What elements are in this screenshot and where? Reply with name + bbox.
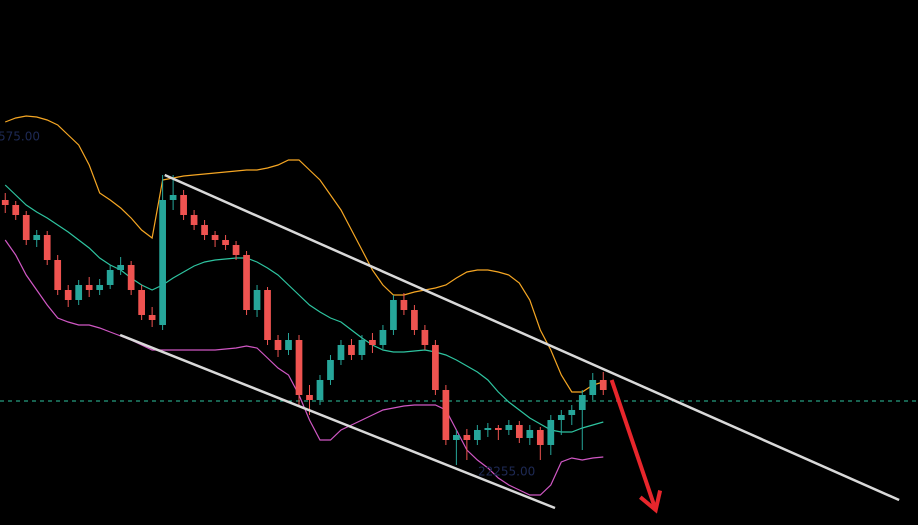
candle-body bbox=[411, 310, 418, 330]
candle-body bbox=[599, 380, 607, 390]
candle-body bbox=[316, 380, 324, 400]
candle-body bbox=[43, 235, 51, 260]
candle-body bbox=[1, 200, 9, 205]
candle-body bbox=[432, 345, 439, 390]
candle-body bbox=[453, 435, 460, 440]
candle-body bbox=[159, 200, 166, 325]
candle-body bbox=[379, 330, 387, 345]
candle-body bbox=[64, 290, 72, 300]
band-line bbox=[4, 184, 604, 433]
candle-body bbox=[285, 340, 292, 350]
candle-body bbox=[22, 215, 30, 240]
candle-body bbox=[75, 285, 83, 300]
candle-body bbox=[253, 290, 261, 310]
candle-body bbox=[547, 420, 555, 445]
arrow-head bbox=[639, 490, 663, 514]
candle-body bbox=[264, 290, 271, 340]
candle-body bbox=[180, 195, 187, 215]
candle-body bbox=[148, 315, 156, 320]
candle-body bbox=[337, 345, 345, 360]
band-line bbox=[4, 115, 604, 393]
candle-body bbox=[169, 195, 177, 200]
candle-body bbox=[243, 255, 250, 310]
candle-body bbox=[33, 235, 41, 240]
candle-body bbox=[369, 340, 376, 345]
candle-body bbox=[348, 345, 355, 355]
candle-body bbox=[463, 435, 471, 440]
candle-body bbox=[232, 245, 240, 255]
candle-body bbox=[474, 430, 481, 440]
candle-body bbox=[515, 425, 523, 438]
arrow-shaft bbox=[609, 379, 658, 511]
candle-body bbox=[190, 215, 198, 225]
candle-body bbox=[400, 300, 408, 310]
price-label: 575.00 bbox=[0, 130, 40, 144]
candle-body bbox=[274, 340, 282, 350]
candle-body bbox=[117, 265, 125, 270]
candle-body bbox=[201, 225, 208, 235]
candle-body bbox=[211, 235, 219, 240]
candle-body bbox=[421, 330, 429, 345]
candle-body bbox=[484, 428, 492, 430]
candle-body bbox=[295, 340, 303, 395]
candle-body bbox=[138, 290, 145, 315]
candle-body bbox=[505, 425, 513, 430]
candle-body bbox=[568, 410, 576, 415]
candle-body bbox=[557, 415, 565, 420]
candle-body bbox=[494, 428, 502, 430]
trendline bbox=[164, 173, 900, 502]
candle-body bbox=[85, 285, 93, 290]
candle-body bbox=[54, 260, 62, 290]
candle-body bbox=[127, 265, 135, 290]
candle-body bbox=[12, 205, 20, 215]
candle-body bbox=[442, 390, 450, 440]
candle-body bbox=[222, 240, 229, 245]
candle-body bbox=[589, 380, 597, 395]
candle-body bbox=[358, 340, 366, 355]
candle-body bbox=[106, 270, 114, 285]
trendline bbox=[119, 333, 556, 510]
price-label: 22255.00 bbox=[478, 465, 535, 479]
candle-body bbox=[390, 300, 397, 330]
candle-body bbox=[306, 395, 313, 400]
candle-body bbox=[96, 285, 104, 290]
candle-body bbox=[536, 430, 544, 445]
candle-body bbox=[578, 395, 586, 410]
candle-body bbox=[327, 360, 334, 380]
candle-body bbox=[526, 430, 534, 438]
